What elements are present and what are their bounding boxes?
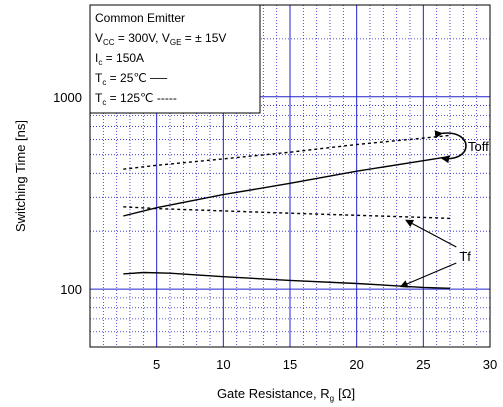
x-tick-label: 25	[416, 357, 430, 372]
plot-frame	[89, 4, 491, 348]
tf-arrow-25c	[399, 262, 457, 288]
series-line-tf-125c	[123, 206, 451, 220]
legend-line: Tc = 25℃ ──	[95, 71, 168, 87]
toff-bracket-arrow	[434, 130, 467, 164]
x-axis-label-unit: [Ω]	[338, 386, 355, 401]
y-axis-label: Switching Time [ns]	[13, 120, 28, 232]
legend-line: Tc = 125℃ -----	[95, 91, 177, 107]
x-axis-label-main: Gate Resistance, R	[217, 386, 330, 401]
series-line-tf-25c	[123, 271, 451, 289]
tf-arrow-125c	[405, 219, 457, 248]
x-axis-label-sub: g	[330, 394, 334, 403]
legend-line: Common Emitter	[95, 11, 185, 25]
legend-box	[89, 4, 261, 114]
series-line-toff-25c	[123, 155, 451, 217]
x-tick-label: 20	[349, 357, 363, 372]
chart-ticks: 5 10 15 20 25 30 100 1000	[53, 90, 497, 372]
legend-line: VCC = 300V, VGE = ± 15V	[95, 31, 226, 47]
chart-annotations: Toff Tf	[399, 130, 489, 288]
x-tick-label: 30	[483, 357, 497, 372]
y-tick-label: 100	[60, 282, 82, 297]
toff-label: Toff	[468, 139, 489, 154]
x-tick-label: 5	[153, 357, 160, 372]
legend-line: Ic = 150A	[95, 51, 144, 67]
y-tick-label: 1000	[53, 90, 82, 105]
x-axis-label: Gate Resistance, Rg [Ω]	[217, 386, 355, 403]
chart-series	[123, 134, 451, 289]
x-tick-label: 15	[283, 357, 297, 372]
chart-legend: Common Emitter VCC = 300V, VGE = ± 15V Ic …	[89, 4, 261, 114]
series-line-toff-125c	[123, 134, 451, 170]
x-tick-label: 10	[216, 357, 230, 372]
tf-label: Tf	[459, 249, 471, 264]
